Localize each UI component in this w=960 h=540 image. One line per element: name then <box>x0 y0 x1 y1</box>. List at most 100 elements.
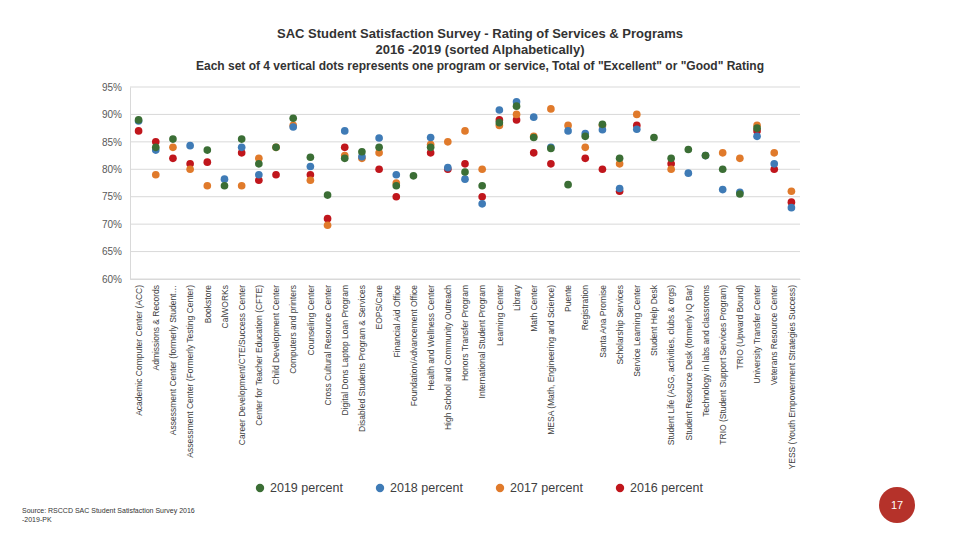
data-point <box>169 144 177 152</box>
data-point <box>341 144 349 152</box>
data-point <box>410 172 418 180</box>
x-tick: Financial Aid Office <box>392 279 402 358</box>
data-point <box>238 144 246 152</box>
data-point <box>221 175 229 183</box>
data-point <box>616 185 624 193</box>
x-tick-label: Admissions & Records <box>151 285 161 371</box>
y-tick: 80% <box>102 164 130 175</box>
data-point <box>478 182 486 190</box>
data-point <box>667 165 675 173</box>
legend-label: 2017 percent <box>510 481 584 495</box>
x-tick: Academic Computer Center (ACC) <box>134 279 144 416</box>
source-text: Source: RSCCD SAC Student Satisfaction S… <box>22 507 195 515</box>
data-point <box>152 171 160 179</box>
page-badge <box>879 487 915 523</box>
data-point <box>186 142 194 150</box>
legend-label: 2018 percent <box>390 481 464 495</box>
data-point <box>564 181 572 189</box>
data-point <box>324 221 332 229</box>
x-tick-label: Student Resource Desk (formerly IQ Bar) <box>684 285 694 441</box>
data-point <box>547 160 555 168</box>
x-tick-label: Scholarship Services <box>615 285 625 364</box>
x-tick: Scholarship Services <box>615 279 625 364</box>
data-point <box>444 138 452 146</box>
data-point <box>169 135 177 143</box>
grid-line <box>130 251 800 252</box>
data-point <box>616 154 624 162</box>
data-point <box>341 127 349 135</box>
data-point <box>547 145 555 153</box>
y-tick-label: 85% <box>102 137 122 148</box>
data-point <box>203 146 211 154</box>
data-point <box>719 165 727 173</box>
y-tick: 75% <box>102 191 130 202</box>
plot-area <box>135 98 795 229</box>
data-point <box>513 102 521 110</box>
x-tick-label: Veterans Resource Center <box>769 285 779 385</box>
legend-marker <box>496 484 504 492</box>
data-point <box>650 134 658 142</box>
data-point <box>358 148 366 156</box>
data-point <box>496 106 504 114</box>
data-point <box>633 111 641 119</box>
legend-item: 2016 percent <box>616 481 704 495</box>
x-tick: Veterans Resource Center <box>769 279 779 385</box>
x-tick-label: Santa Ana Promise <box>598 285 608 358</box>
x-tick: International Student Program <box>477 279 487 398</box>
x-tick: Digital Dons Laptop Loan Program <box>340 279 350 415</box>
data-point <box>307 176 315 184</box>
grid-line <box>130 141 800 142</box>
data-point <box>530 134 538 142</box>
data-point <box>152 144 160 152</box>
y-axis: 60%65%70%75%80%85%90%95% <box>102 82 131 285</box>
x-tick: Bookstore <box>203 279 213 323</box>
source-note: Source: RSCCD SAC Student Satisfaction S… <box>22 507 195 523</box>
legend-label: 2019 percent <box>270 481 344 495</box>
x-tick-label: Student Life (ASG, activities, clubs & o… <box>666 285 676 445</box>
x-tick: Counseling Center <box>306 279 316 355</box>
data-point <box>599 165 607 173</box>
x-tick-label: Career Development/CTE/Success Center <box>237 285 247 445</box>
data-point <box>599 120 607 128</box>
data-point <box>238 135 246 143</box>
legend-marker <box>616 484 624 492</box>
data-point <box>203 182 211 190</box>
y-tick: 70% <box>102 219 130 230</box>
series <box>152 105 795 229</box>
legend: 2019 percent 2018 percent 2017 percent 2016… <box>256 481 704 495</box>
data-point <box>186 165 194 173</box>
x-tick-label: Center for Teacher Education (CFTE) <box>254 285 264 426</box>
data-point <box>392 193 400 201</box>
data-point <box>272 144 280 152</box>
x-tick-label: Service Learning Center <box>632 285 642 377</box>
data-point <box>702 152 710 160</box>
x-tick: Assessment Center (Formerly Testing Cent… <box>185 279 195 458</box>
y-tick-label: 60% <box>102 274 122 285</box>
x-tick: Health and Wellness Center <box>426 279 436 391</box>
data-point <box>530 113 538 121</box>
x-tick-label: Registration <box>580 285 590 331</box>
data-point <box>289 114 297 122</box>
x-tick-label: Foundation/Advancement Office <box>409 285 419 407</box>
x-tick-label: Student Help Desk <box>649 284 659 356</box>
x-tick: Library <box>512 279 522 311</box>
x-tick-label: International Student Program <box>477 285 487 398</box>
data-point <box>702 152 710 160</box>
y-tick: 95% <box>102 82 130 93</box>
x-tick-label: Technology in labs and classrooms <box>701 285 711 417</box>
data-point <box>307 163 315 171</box>
x-tick: Honors Transfer Program <box>460 279 470 381</box>
page-number-text: 17 <box>891 499 903 511</box>
grid-line <box>130 279 800 280</box>
x-tick-label: Disabled Students Program & Services <box>357 285 367 432</box>
page-number: 17 <box>879 487 915 523</box>
series <box>135 116 795 222</box>
x-tick-label: Math Center <box>529 285 539 332</box>
x-tick: Student Life (ASG, activities, clubs & o… <box>666 279 676 445</box>
x-tick: Cross Cultural Resource Center <box>323 279 333 405</box>
chart-subtitle: 2016 -2019 (sorted Alphabetically) <box>375 42 584 57</box>
data-point <box>341 154 349 162</box>
y-tick-label: 80% <box>102 164 122 175</box>
data-point <box>770 149 778 157</box>
x-tick: Registration <box>580 279 590 330</box>
